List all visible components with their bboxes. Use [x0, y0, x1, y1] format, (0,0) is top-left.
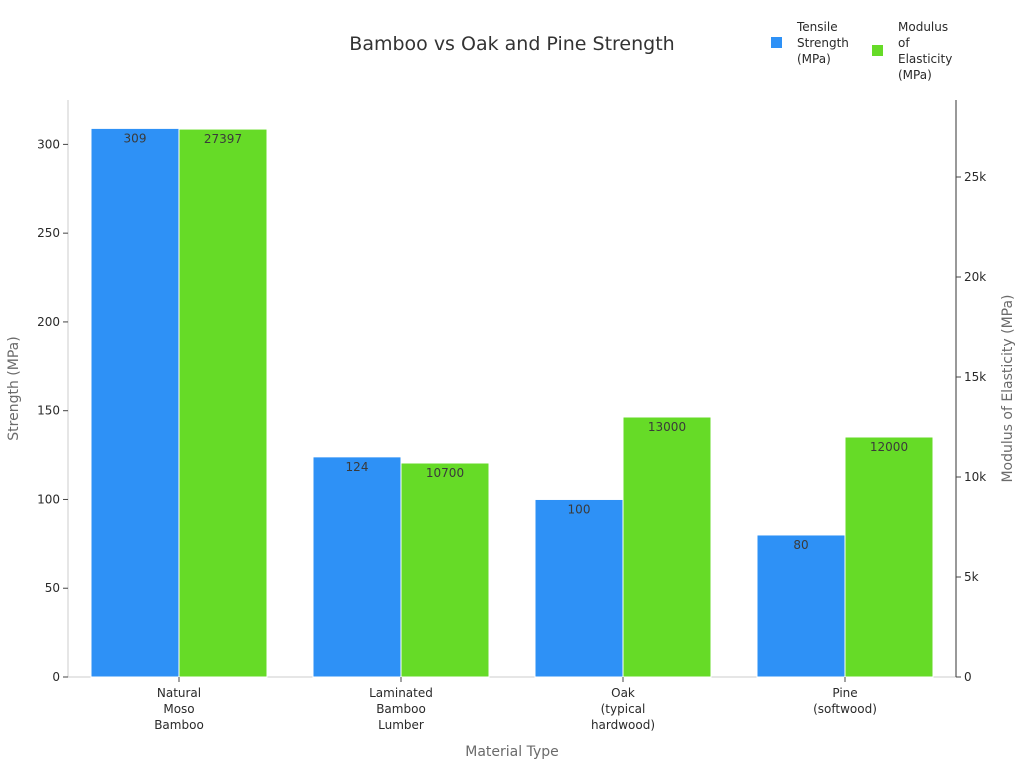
x-axis-title: Material Type — [465, 744, 558, 760]
y-tick-label: 150 — [37, 404, 60, 418]
x-tick-label: Bamboo — [154, 718, 204, 732]
bar-modulus — [178, 128, 268, 678]
data-label: 124 — [346, 460, 369, 474]
x-tick-label: (typical — [601, 702, 646, 716]
bar-tensile — [756, 534, 846, 678]
legend-swatch-tensile — [771, 37, 782, 48]
bar-tensile — [312, 456, 402, 678]
x-tick-label: Laminated — [369, 686, 433, 700]
y2-axis-title: Modulus of Elasticity (MPa) — [1000, 294, 1016, 482]
bar-modulus — [400, 462, 490, 678]
x-tick-label: Pine — [832, 686, 857, 700]
legend-label: Modulus — [898, 20, 948, 34]
x-tick-label: Oak — [611, 686, 635, 700]
x-tick-label: Lumber — [378, 718, 424, 732]
legend-label: (MPa) — [898, 68, 932, 82]
legend-swatch-modulus — [872, 45, 883, 56]
legend-label: Tensile — [796, 20, 838, 34]
data-label: 10700 — [426, 466, 464, 480]
data-label: 27397 — [204, 132, 242, 146]
y-tick-label: 50 — [45, 581, 60, 595]
y-tick-label: 300 — [37, 137, 60, 151]
x-tick-label: hardwood) — [591, 718, 655, 732]
bar-modulus — [844, 436, 934, 678]
y-tick-label: 0 — [52, 670, 60, 684]
data-label: 12000 — [870, 440, 908, 454]
y2-tick-label: 15k — [964, 370, 986, 384]
y2-tick-label: 20k — [964, 270, 986, 284]
legend-label: Elasticity — [898, 52, 952, 66]
legend-label: Strength — [797, 36, 849, 50]
bar-modulus — [622, 416, 712, 678]
legend-label: (MPa) — [797, 52, 831, 66]
x-tick-label: Moso — [163, 702, 194, 716]
x-tick-label: Bamboo — [376, 702, 426, 716]
y2-tick-label: 25k — [964, 170, 986, 184]
y-tick-label: 200 — [37, 315, 60, 329]
bar-tensile — [90, 127, 180, 678]
bar-tensile — [534, 498, 624, 678]
legend-label: of — [898, 36, 910, 50]
data-label: 13000 — [648, 420, 686, 434]
y2-tick-label: 5k — [964, 570, 979, 584]
y-tick-label: 250 — [37, 226, 60, 240]
data-label: 100 — [568, 502, 591, 516]
y2-tick-label: 10k — [964, 470, 986, 484]
y-axis-title: Strength (MPa) — [6, 336, 22, 440]
chart-title: Bamboo vs Oak and Pine Strength — [349, 33, 674, 55]
data-label: 80 — [793, 538, 808, 552]
y-tick-label: 100 — [37, 492, 60, 506]
data-label: 309 — [124, 131, 147, 145]
x-tick-label: Natural — [157, 686, 201, 700]
y2-tick-label: 0 — [964, 670, 972, 684]
x-tick-label: (softwood) — [813, 702, 877, 716]
